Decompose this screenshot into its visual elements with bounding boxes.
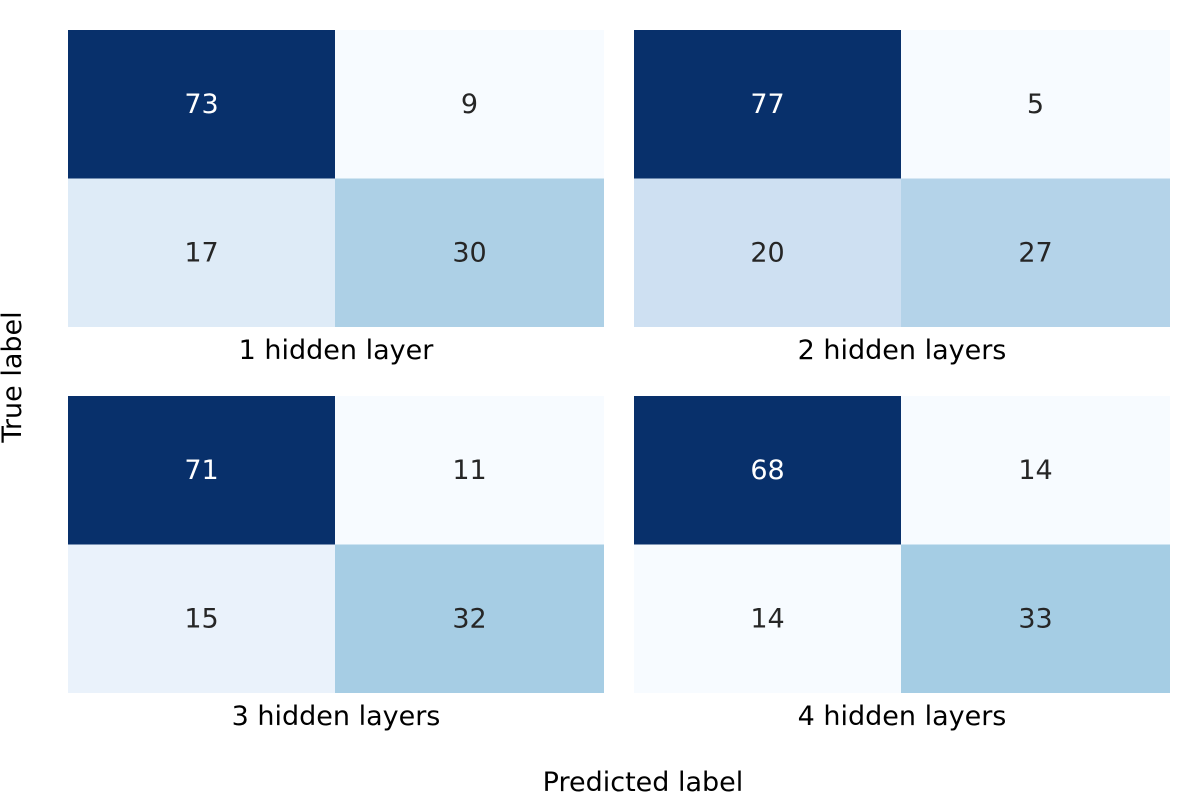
cell-value-label: 27 [1018, 237, 1052, 268]
heatmap-cell [335, 544, 604, 693]
panel-label: 2 hidden layers [798, 335, 1007, 366]
heatmap-cell [901, 544, 1170, 693]
heatmap-cell [68, 396, 335, 545]
cell-value-label: 9 [461, 89, 478, 120]
heatmap-cell [634, 396, 901, 545]
cell-value-label: 14 [1018, 455, 1052, 486]
cell-value-label: 11 [452, 455, 486, 486]
heatmap-cell [634, 544, 901, 693]
heatmap-cell [335, 30, 604, 179]
cell-value-label: 14 [750, 603, 784, 634]
cell-value-label: 33 [1018, 603, 1052, 634]
cell-value-label: 17 [184, 237, 218, 268]
cell-value-label: 71 [184, 455, 218, 486]
heatmap-panel-1: 73 9 17 30 1 hidden layer [68, 30, 604, 366]
cell-value-label: 32 [452, 603, 486, 634]
cell-value-label: 77 [750, 89, 784, 120]
cell-value-label: 73 [184, 89, 218, 120]
heatmap-cell [901, 178, 1170, 327]
heatmap-cell [901, 30, 1170, 179]
panel-label: 3 hidden layers [232, 701, 441, 732]
heatmap-cell [634, 30, 901, 179]
cell-value-label: 20 [750, 237, 784, 268]
heatmap-cell [68, 178, 335, 327]
panels: 73 9 17 30 1 hidden layer 77 5 20 27 2 hidden lay… [68, 30, 1170, 732]
panel-label: 4 hidden layers [798, 701, 1007, 732]
heatmap-cell [335, 178, 604, 327]
cell-value-label: 68 [750, 455, 784, 486]
heatmap-panel-4: 68 14 14 33 4 hidden layers [634, 396, 1170, 732]
cell-value-label: 5 [1027, 89, 1044, 120]
heatmap-cell [68, 544, 335, 693]
heatmap-cell [634, 178, 901, 327]
panel-label: 1 hidden layer [239, 335, 435, 366]
heatmap-cell [901, 396, 1170, 545]
heatmap-panel-3: 71 11 15 32 3 hidden layers [68, 396, 604, 732]
cell-value-label: 30 [452, 237, 486, 268]
y-axis-label: True label [0, 311, 28, 443]
cell-value-label: 15 [184, 603, 218, 634]
x-axis-label: Predicted label [543, 767, 744, 798]
heatmap-panel-2: 77 5 20 27 2 hidden layers [634, 30, 1170, 366]
heatmap-cell [335, 396, 604, 545]
heatmap-cell [68, 30, 335, 179]
